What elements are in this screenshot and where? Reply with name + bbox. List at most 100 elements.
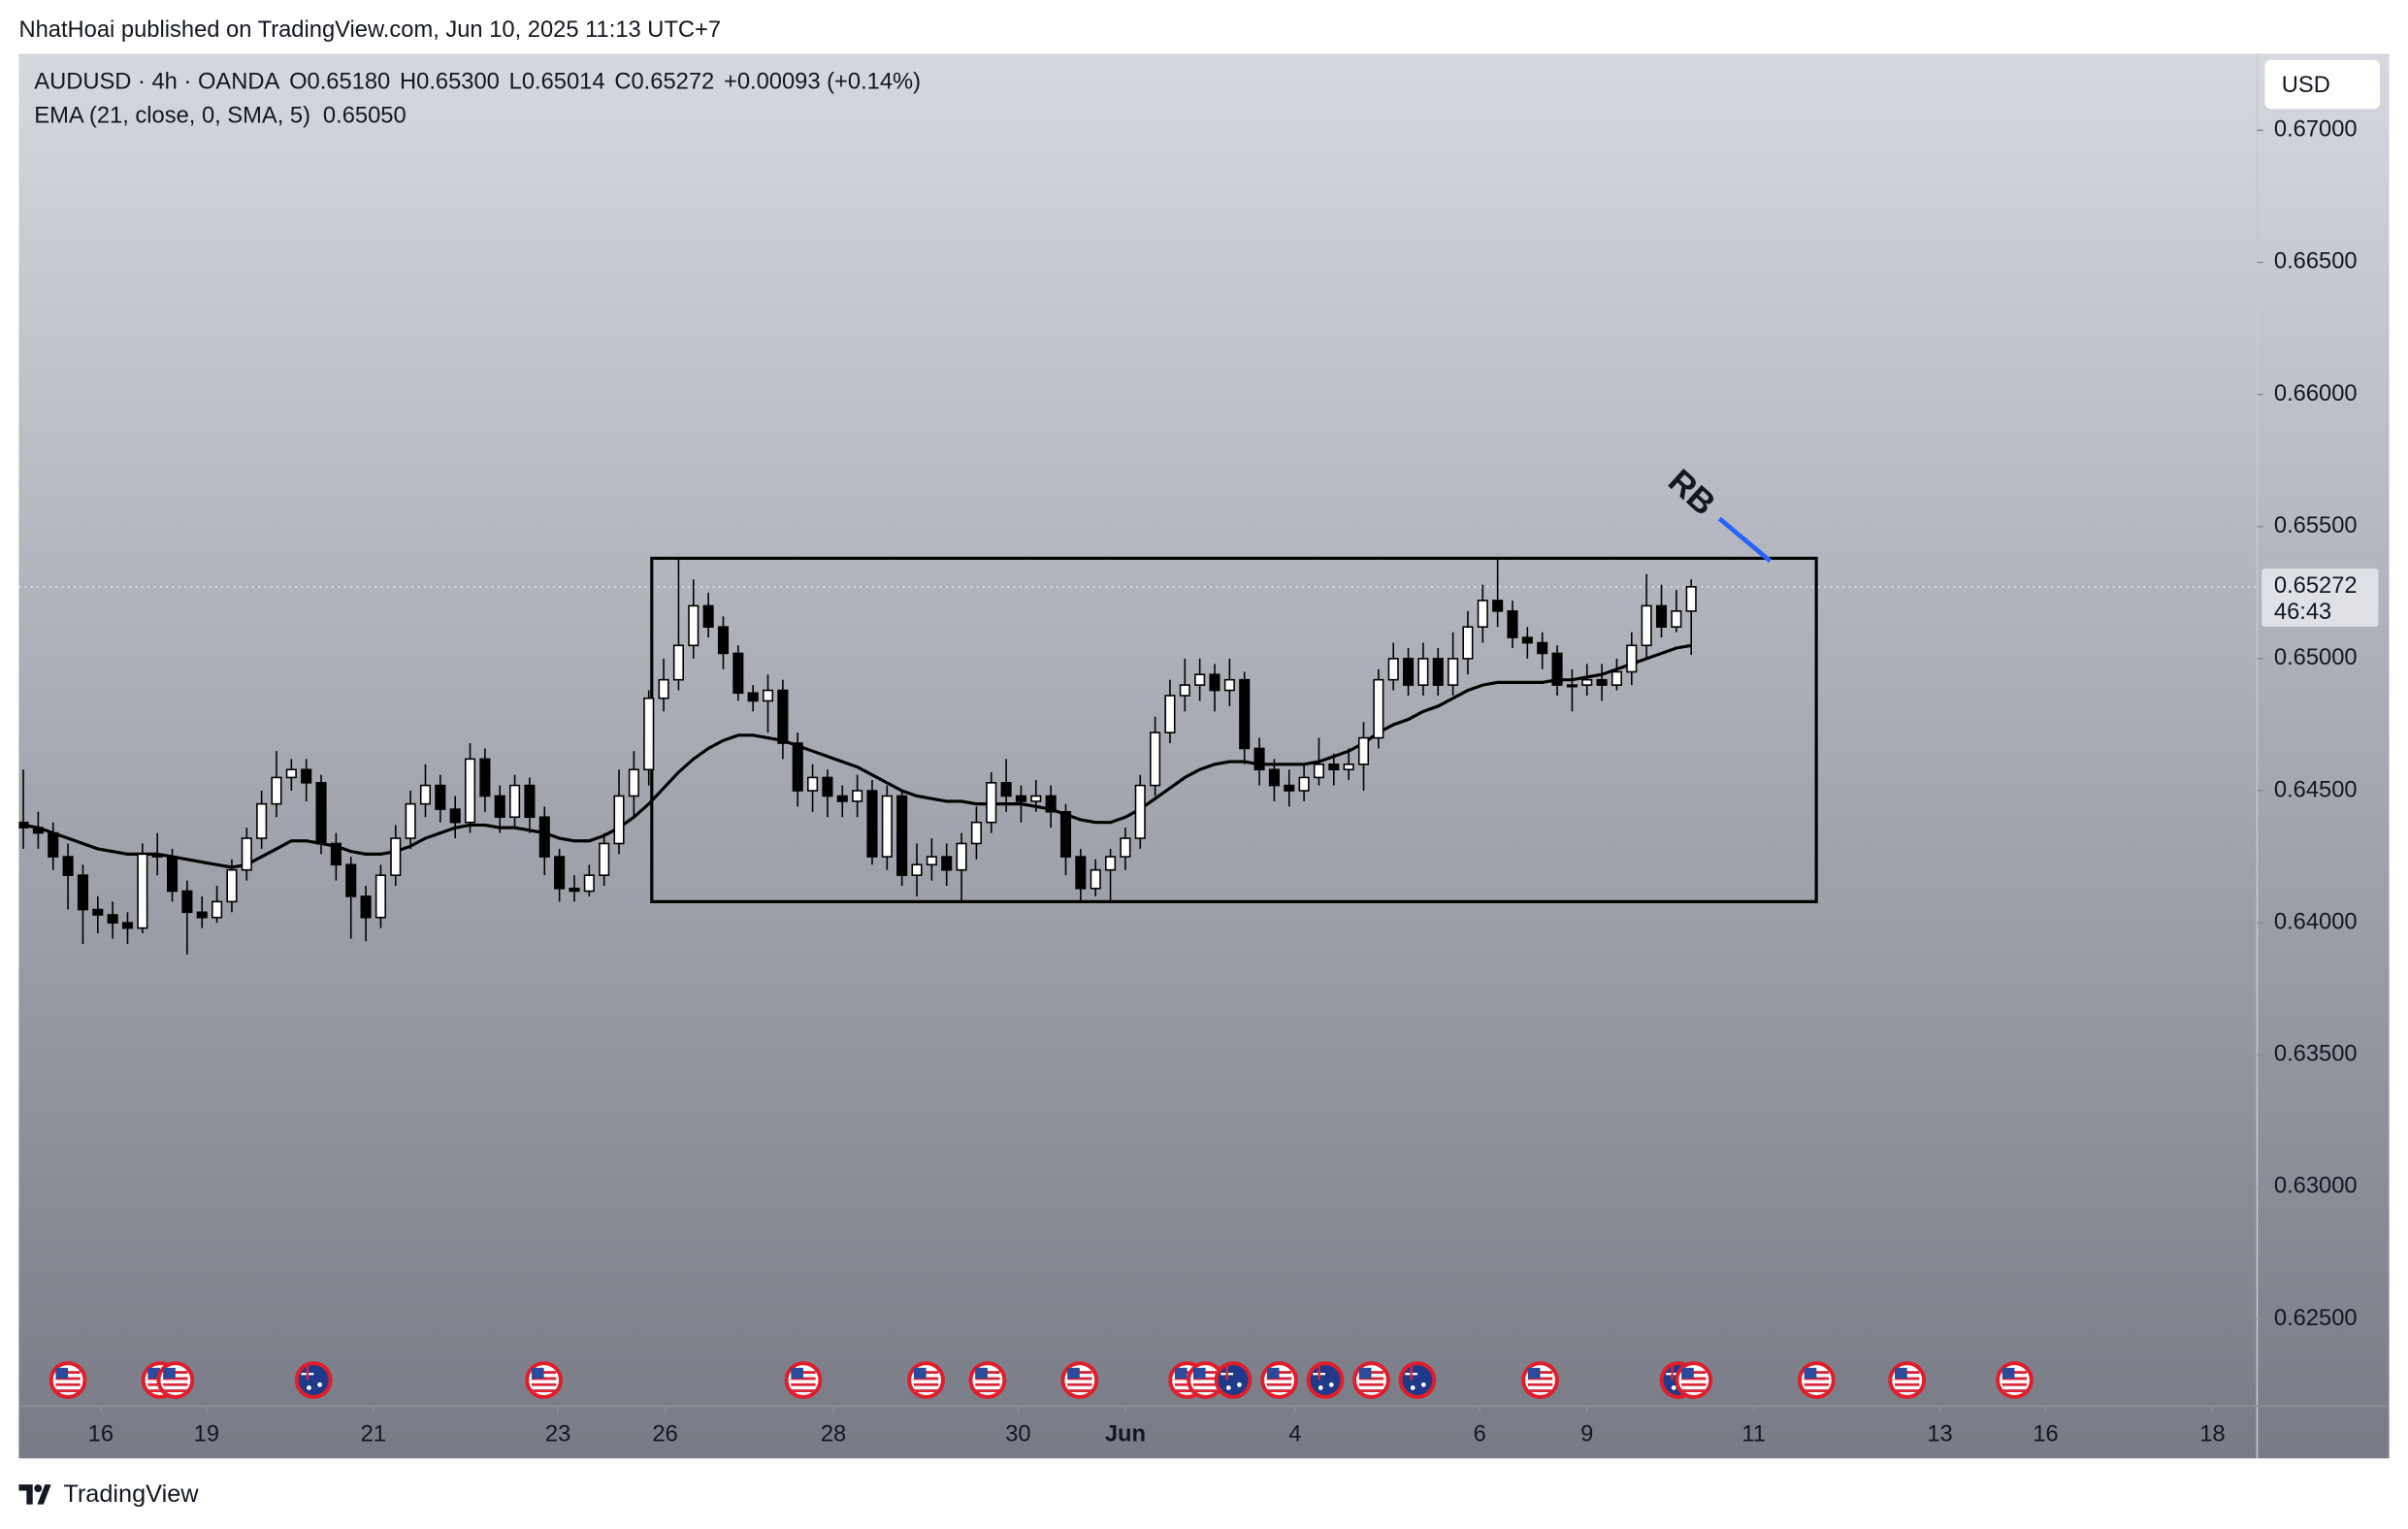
candle-body — [241, 837, 252, 871]
flag-star — [1318, 1385, 1323, 1390]
x-tick-label: 18 — [2199, 1422, 2225, 1448]
candle-body — [1566, 684, 1578, 688]
legend-ema: EMA (21, close, 0, SMA, 5) 0.65050 — [34, 104, 406, 129]
legend-symbol: AUDUSD · 4h · OANDA — [34, 70, 279, 95]
plot-area — [18, 516, 2258, 955]
candle-body — [479, 758, 491, 797]
flag-canton — [163, 1367, 176, 1379]
candle-body — [226, 868, 238, 903]
event-icon[interactable] — [784, 1361, 823, 1399]
candle-body — [941, 856, 953, 871]
x-tick-label: 16 — [88, 1422, 114, 1448]
candle-body — [643, 697, 655, 771]
candle-body — [881, 795, 893, 858]
candle-body — [1059, 811, 1072, 858]
x-tick-label: 13 — [1927, 1422, 1952, 1448]
event-icon[interactable] — [1306, 1361, 1345, 1399]
event-icon[interactable] — [968, 1361, 1007, 1399]
candle-body — [1641, 604, 1652, 647]
flag-canton — [147, 1367, 161, 1379]
legend-change: +0.00093 (+0.14%) — [724, 70, 921, 95]
logo-mark — [18, 1484, 51, 1505]
candle-body — [672, 644, 684, 681]
candle-body — [374, 874, 386, 919]
candle-body — [181, 890, 193, 914]
flag-canton — [913, 1367, 927, 1379]
candle-body — [1448, 658, 1459, 686]
candle-body — [1343, 764, 1354, 771]
x-tick-label: 16 — [2033, 1422, 2058, 1448]
candle-body — [405, 802, 416, 839]
event-icon[interactable] — [907, 1361, 945, 1399]
candle-body — [1626, 644, 1638, 673]
candle-body — [464, 758, 476, 824]
candle-body — [1551, 652, 1563, 686]
currency-button[interactable] — [2264, 59, 2381, 110]
candle-body — [449, 808, 461, 824]
event-icon[interactable] — [156, 1361, 195, 1399]
candle-body — [1655, 604, 1668, 629]
x-tick-label: 30 — [1005, 1422, 1030, 1448]
x-tick-label: 21 — [361, 1422, 386, 1448]
flag-star — [1410, 1385, 1416, 1390]
candle-body — [137, 853, 148, 929]
candle-body — [792, 742, 803, 792]
event-circle — [1398, 1361, 1437, 1399]
candle-body — [345, 863, 357, 897]
chart-background — [18, 53, 2390, 1459]
legend-open: O0.65180 — [289, 70, 390, 95]
candle-body — [599, 842, 610, 876]
x-tick-label: 9 — [1580, 1422, 1593, 1448]
y-tick-label: 0.65000 — [2274, 645, 2358, 670]
event-icon[interactable] — [1260, 1361, 1298, 1399]
x-tick-label: 4 — [1288, 1422, 1301, 1448]
event-icon[interactable] — [1888, 1361, 1927, 1399]
candle-body — [315, 782, 327, 845]
event-icon[interactable] — [1521, 1361, 1559, 1399]
event-icon[interactable] — [1797, 1361, 1836, 1399]
candle-body — [852, 790, 863, 802]
candle-body — [1685, 586, 1697, 612]
event-icon[interactable] — [1675, 1361, 1713, 1399]
candle-body — [688, 604, 700, 647]
candle-body — [1090, 868, 1101, 890]
ema-name: EMA (21, close, 0, SMA, 5) — [34, 104, 310, 129]
candle-body — [1328, 764, 1340, 771]
event-icon[interactable] — [1214, 1361, 1253, 1399]
event-icon[interactable] — [525, 1361, 563, 1399]
candle-body — [1521, 636, 1533, 644]
candle-body — [628, 768, 639, 797]
candle-body — [1223, 678, 1235, 692]
event-icon[interactable] — [1352, 1361, 1390, 1399]
candle-body — [1239, 678, 1251, 750]
flag-canton — [2001, 1367, 2015, 1379]
flag-canton — [1895, 1367, 1907, 1379]
currency-label[interactable]: USD — [2282, 73, 2330, 98]
candle-body — [1492, 600, 1504, 612]
flag-star — [1328, 1382, 1334, 1387]
flag-canton — [1358, 1367, 1372, 1379]
candle-body — [926, 856, 937, 866]
event-icon[interactable] — [294, 1361, 333, 1399]
candle-body — [92, 908, 104, 916]
event-icon[interactable] — [49, 1361, 87, 1399]
event-icon[interactable] — [1996, 1361, 2034, 1399]
candle-body — [1671, 610, 1682, 629]
candle-body — [330, 842, 342, 866]
candle-body — [1194, 673, 1206, 686]
event-circle — [1306, 1361, 1345, 1399]
candle-body — [717, 626, 730, 655]
flag-canton — [1192, 1367, 1206, 1379]
candle-body — [494, 795, 505, 819]
y-tick-label: 0.65500 — [2274, 513, 2358, 538]
x-tick-label: 19 — [194, 1422, 219, 1448]
flag-canton — [1174, 1367, 1188, 1379]
candle-body — [18, 821, 29, 829]
publisher: NhatHoai published on TradingView.com, J… — [18, 17, 721, 43]
flag-canton — [975, 1367, 988, 1379]
flag-star — [1671, 1385, 1676, 1390]
event-icon[interactable] — [1398, 1361, 1437, 1399]
candle-body — [1030, 795, 1042, 802]
event-icon[interactable] — [1060, 1361, 1099, 1399]
